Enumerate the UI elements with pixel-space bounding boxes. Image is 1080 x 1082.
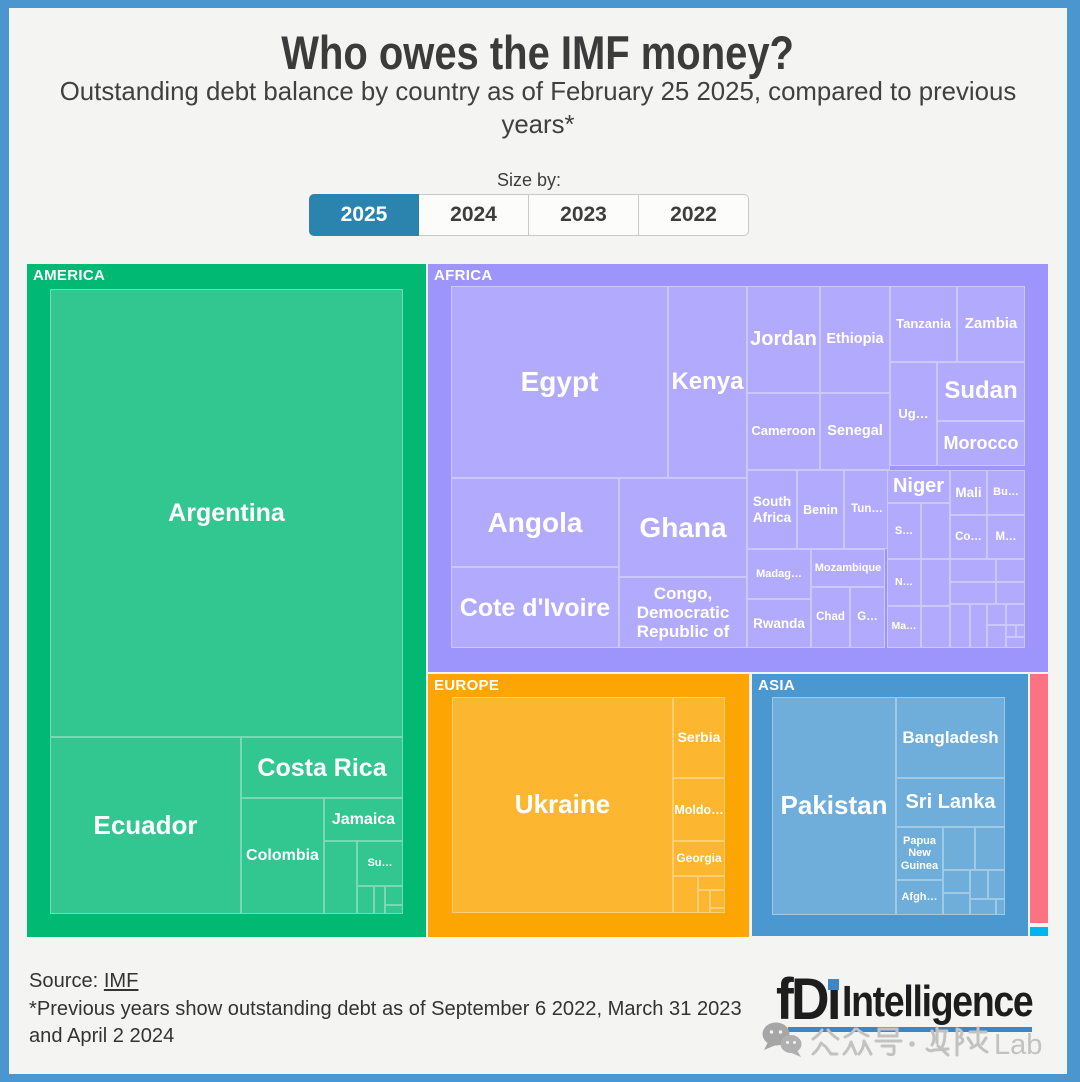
svg-text:Lab: Lab — [994, 1029, 1042, 1061]
